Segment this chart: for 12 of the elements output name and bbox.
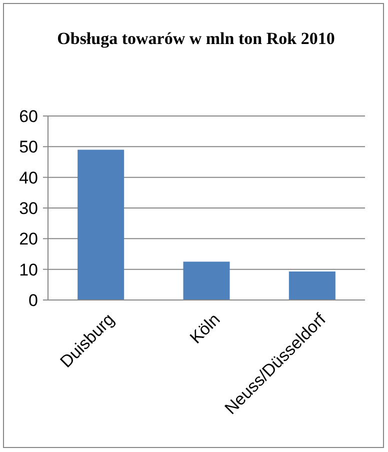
y-tick-label: 60 xyxy=(19,106,38,126)
y-tick-label: 0 xyxy=(28,290,38,310)
y-tick-label: 40 xyxy=(19,168,38,188)
bar xyxy=(78,150,124,300)
y-tick-label: 10 xyxy=(19,260,38,280)
x-tick-label: Köln xyxy=(186,310,224,348)
y-tick-label: 20 xyxy=(19,230,38,249)
chart-title: Obsługa towarów w mln ton Rok 2010 xyxy=(57,29,335,48)
y-tick-label: 30 xyxy=(19,198,38,218)
bar xyxy=(288,271,336,300)
bar xyxy=(183,262,230,300)
y-tick-label: 50 xyxy=(19,138,38,157)
